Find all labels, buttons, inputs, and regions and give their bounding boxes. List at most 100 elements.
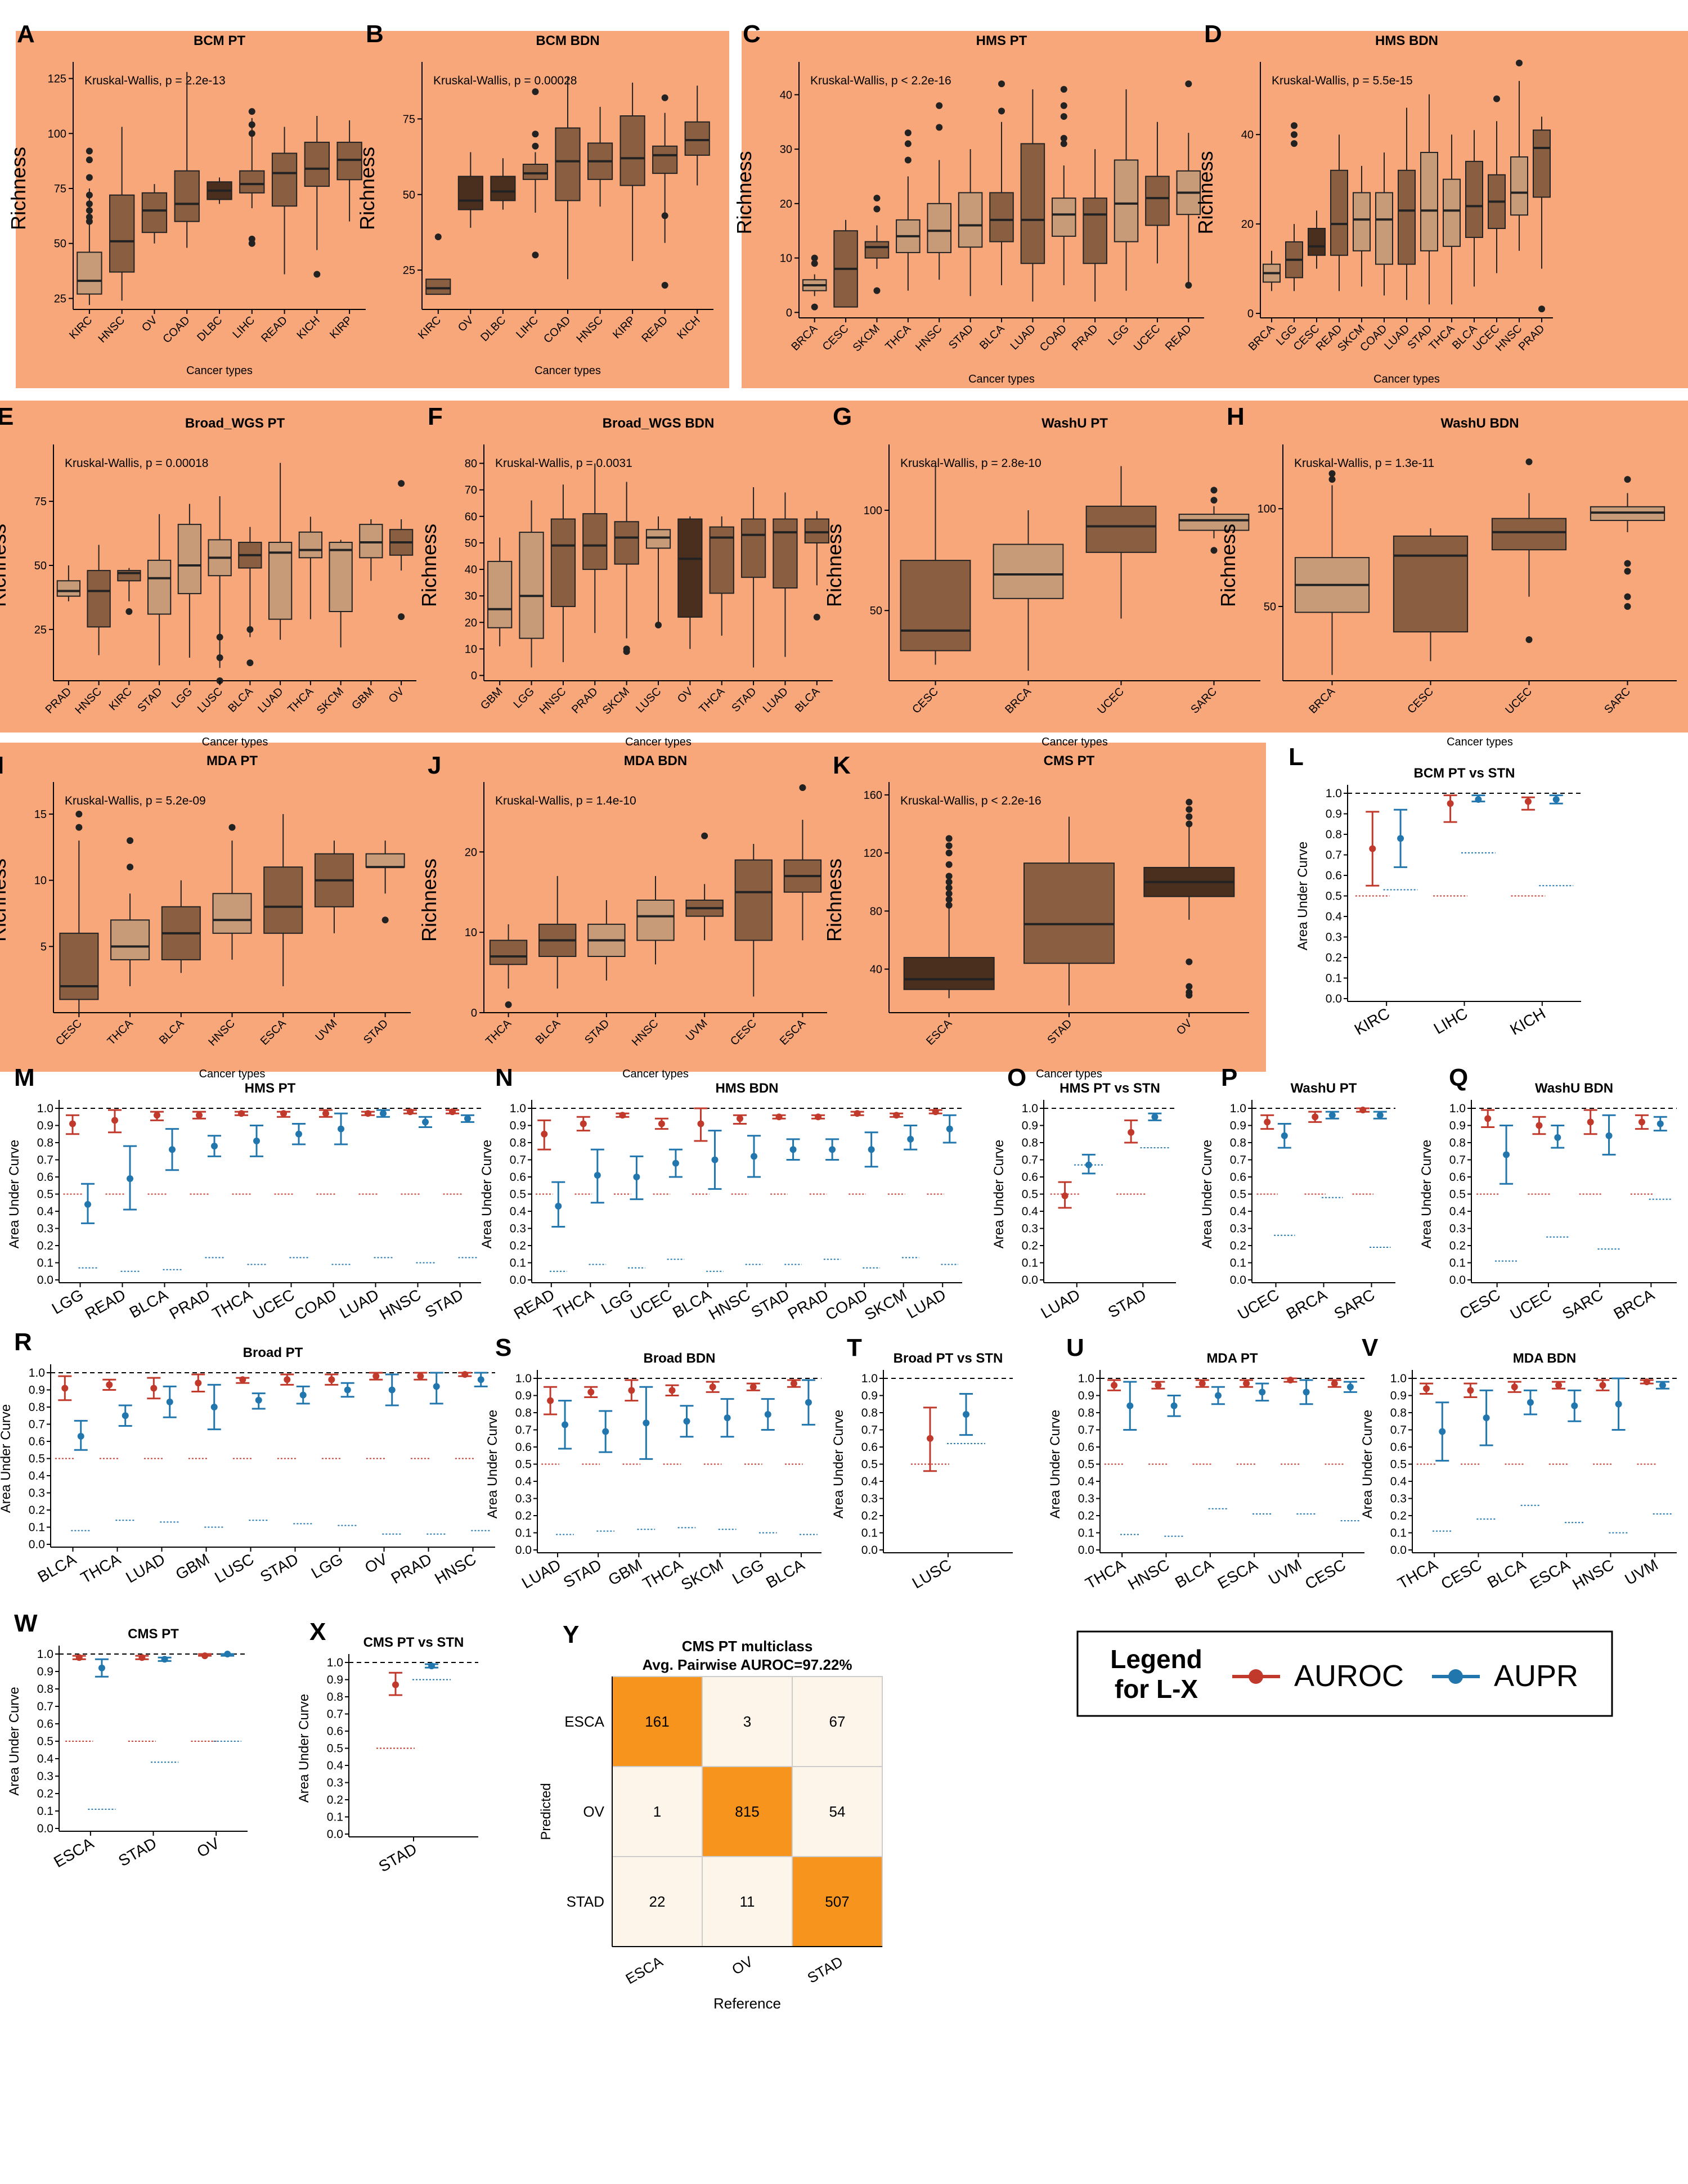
box	[56, 580, 81, 597]
y-axis-label: Richness	[823, 524, 846, 607]
kruskal-wallis-label: Kruskal-Wallis, p < 2.2e-16	[810, 74, 951, 87]
y-tick-label: 10	[780, 253, 792, 265]
outlier-point	[998, 80, 1005, 88]
y-tick-label: 0.5	[1449, 1188, 1466, 1201]
y-axis-label: Area Under Curve	[1200, 1140, 1215, 1248]
y-tick-label: 0.7	[861, 1424, 878, 1437]
panel-title: HMS PT	[245, 1081, 296, 1096]
outlier-point	[86, 200, 93, 208]
box	[487, 560, 513, 628]
box	[1330, 169, 1348, 256]
outlier-point	[505, 1001, 512, 1008]
y-tick-label: 0.8	[1022, 1136, 1038, 1149]
outlier-point	[623, 645, 630, 653]
aupr-point	[210, 1404, 218, 1410]
box	[1510, 156, 1528, 216]
box	[582, 513, 608, 570]
y-axis-label: Area Under Curve	[1295, 842, 1310, 950]
row-label: ESCA	[564, 1713, 604, 1730]
y-tick-label: 80	[465, 458, 477, 470]
outlier-point	[945, 835, 953, 842]
outlier-point	[799, 784, 806, 791]
outlier-point	[1291, 122, 1298, 129]
panel-letter: P	[1221, 1064, 1237, 1091]
aupr-point	[433, 1383, 440, 1390]
aupr-point	[127, 1175, 133, 1183]
y-tick-label: 0.6	[37, 1171, 53, 1184]
auroc-point	[280, 1110, 287, 1117]
auroc-point	[1643, 1378, 1650, 1386]
auroc-point	[106, 1381, 113, 1388]
box	[1353, 192, 1371, 251]
box	[59, 932, 99, 1000]
box	[1375, 192, 1393, 265]
y-tick-label: 0.4	[37, 1205, 54, 1218]
panel-letter: Q	[1449, 1064, 1468, 1091]
y-tick-label: 0.9	[327, 1674, 343, 1687]
box	[1393, 535, 1469, 633]
x-axis-label: Cancer types	[1041, 736, 1108, 748]
y-tick-label: 0.1	[1326, 972, 1342, 985]
aupr-point	[299, 1391, 307, 1399]
auroc-point	[196, 1112, 203, 1119]
y-tick-label: 0.8	[327, 1691, 343, 1704]
box	[77, 251, 102, 295]
y-tick-label: 0.8	[1326, 828, 1342, 841]
y-tick-label: 0.5	[1230, 1188, 1246, 1201]
aupr-point	[295, 1130, 302, 1138]
outlier-point	[1186, 813, 1193, 820]
kruskal-wallis-label: Kruskal-Wallis, p < 2.2e-16	[900, 794, 1041, 807]
y-tick-label: 0.0	[327, 1828, 343, 1841]
y-tick-label: 0.3	[510, 1223, 526, 1235]
panel-letter: G	[833, 403, 852, 430]
legend-key-dot	[1249, 1669, 1263, 1684]
panel-letter: R	[14, 1328, 32, 1356]
y-tick-label: 0.9	[1449, 1120, 1466, 1133]
y-tick-label: 0.7	[1326, 849, 1342, 862]
y-tick-label: 0.6	[1230, 1171, 1246, 1184]
outlier-point	[1060, 102, 1067, 109]
y-tick-label: 0.0	[1326, 992, 1342, 1005]
y-tick-label: 0.8	[861, 1406, 878, 1419]
box	[298, 531, 323, 559]
box	[268, 542, 293, 620]
x-axis-label: Cancer types	[622, 1068, 689, 1080]
auroc-point	[138, 1654, 146, 1661]
aupr-point	[711, 1156, 719, 1163]
panel-title: HMS PT	[976, 33, 1027, 48]
y-tick-label: 0.6	[1449, 1171, 1466, 1184]
auroc-point	[1331, 1380, 1338, 1387]
y-tick-label: 0.5	[1326, 890, 1342, 903]
kruskal-wallis-label: Kruskal-Wallis, p = 1.3e-11	[1294, 457, 1434, 470]
y-tick-label: 0	[786, 307, 792, 319]
y-tick-label: 25	[34, 624, 47, 636]
aupr-point	[169, 1146, 176, 1153]
y-axis-label: Area Under Curve	[1419, 1140, 1434, 1248]
aupr-point	[1503, 1151, 1510, 1158]
y-tick-label: 0.1	[1449, 1257, 1466, 1270]
y-tick-label: 0.9	[37, 1120, 53, 1133]
outlier-point	[813, 613, 820, 621]
y-axis-label: Area Under Curve	[1048, 1410, 1063, 1518]
outlier-point	[998, 107, 1005, 115]
auroc-point	[154, 1112, 160, 1119]
y-tick-label: 125	[48, 73, 66, 86]
outlier-point	[1060, 134, 1067, 142]
y-tick-label: 0.0	[1449, 1274, 1466, 1287]
y-tick-label: 0.4	[1022, 1205, 1039, 1218]
auroc-point	[239, 1376, 246, 1383]
x-axis-label: Cancer types	[1373, 373, 1440, 385]
auroc-point	[1061, 1192, 1069, 1199]
aupr-point	[1527, 1399, 1534, 1406]
auroc-point	[1128, 1129, 1135, 1136]
auroc-point	[322, 1110, 329, 1117]
outlier-point	[1186, 983, 1193, 990]
legend-key-dot	[1448, 1669, 1463, 1684]
auroc-point	[541, 1130, 548, 1138]
panel-letter: Y	[563, 1621, 579, 1648]
outlier-point	[945, 890, 953, 897]
aupr-point	[98, 1664, 105, 1671]
outlier-point	[661, 94, 668, 101]
aupr-point	[724, 1414, 731, 1422]
